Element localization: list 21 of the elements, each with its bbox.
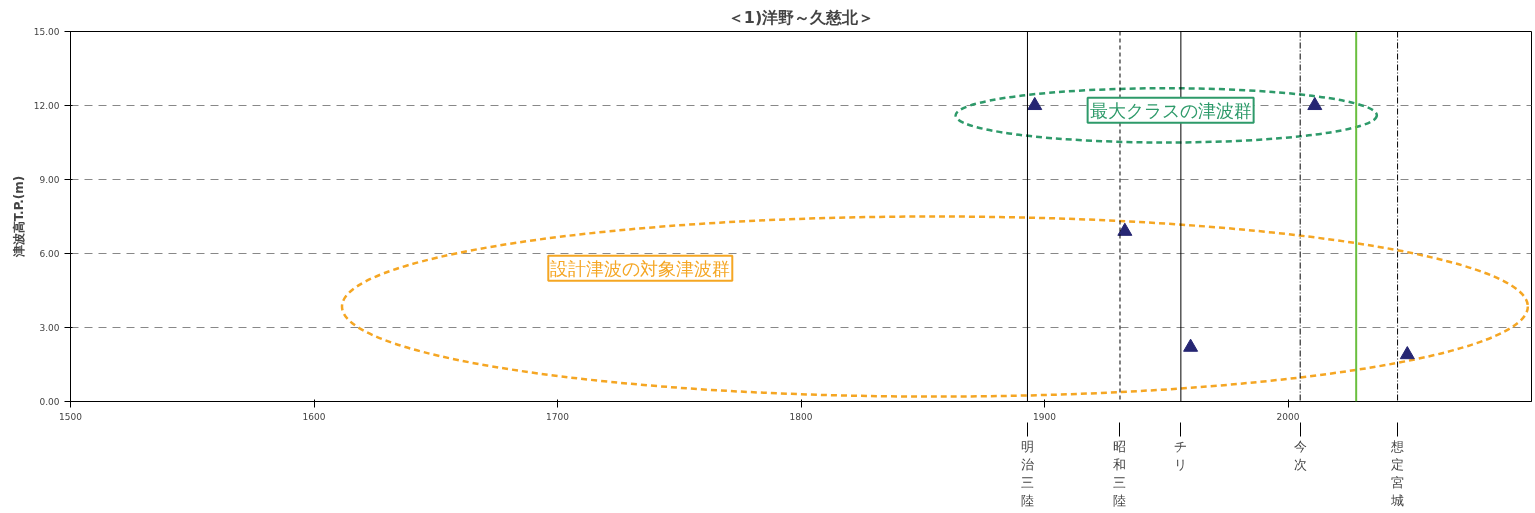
- ref-line-label: 明治三陸: [1020, 438, 1034, 508]
- chart-title: ＜1)洋野～久慈北＞: [727, 7, 875, 27]
- x-tick-label: 1800: [789, 411, 813, 422]
- y-tick-label: 0.00: [39, 397, 60, 407]
- y-tick-label: 9.00: [39, 175, 60, 185]
- y-axis-title: 津波高T.P.(m): [11, 175, 26, 259]
- ref-line-label: 想定宮城: [1390, 438, 1405, 508]
- x-tick-label: 1900: [1033, 411, 1057, 422]
- x-tick-label: 1600: [302, 411, 326, 422]
- y-tick-label: 3.00: [39, 323, 60, 333]
- annotation: 最大クラスの津波群: [1089, 99, 1252, 121]
- ref-line-label: 今次: [1293, 438, 1307, 472]
- y-tick-label: 6.00: [39, 249, 60, 259]
- x-tick-label: 2000: [1276, 411, 1300, 422]
- annotation: 設計津波の対象津波群: [550, 257, 731, 279]
- ref-line-label: 昭和三陸: [1113, 438, 1127, 508]
- y-tick-label: 12.00: [33, 101, 60, 111]
- ref-line-label: チリ: [1174, 438, 1188, 472]
- x-tick-label: 1700: [546, 411, 570, 422]
- x-tick-label: 1500: [59, 411, 83, 422]
- y-tick-label: 15.00: [33, 27, 60, 37]
